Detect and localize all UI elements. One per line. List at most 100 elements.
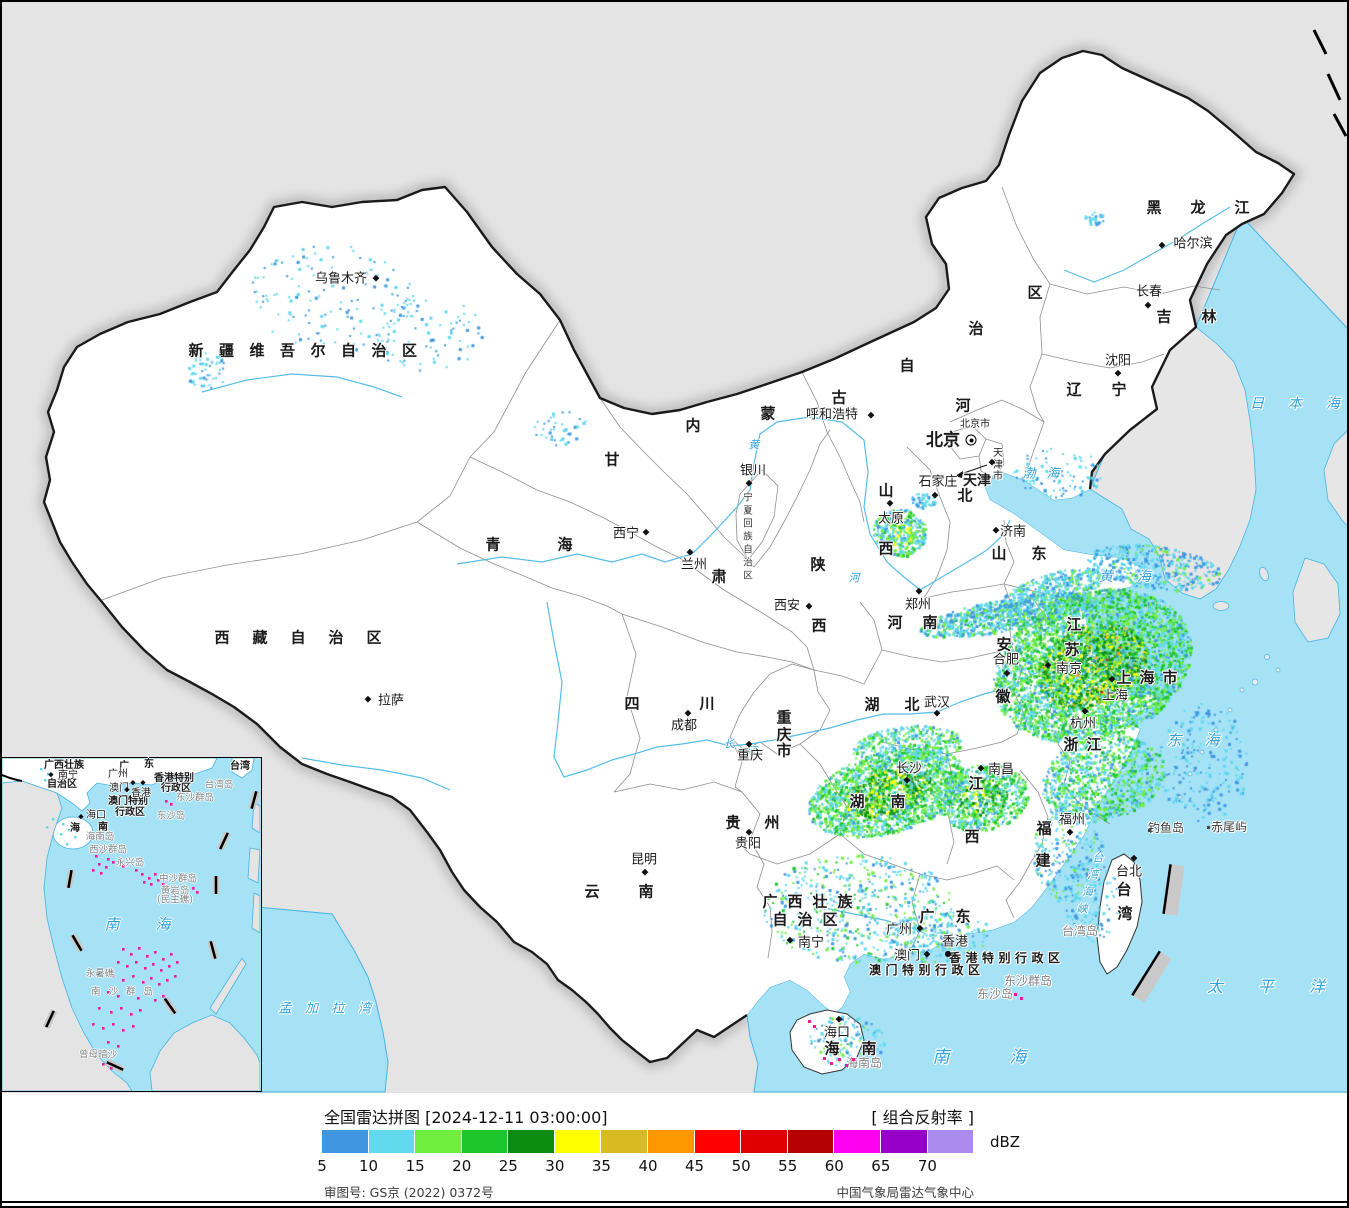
inset-reef-dot: [158, 983, 161, 986]
legend-cell-60: [834, 1130, 881, 1153]
legend-cell-5: [322, 1130, 369, 1153]
inset-reef-dot: [130, 1013, 133, 1016]
legend-tick-15: 15: [405, 1157, 425, 1175]
legend-cell-70: [927, 1130, 975, 1153]
inset-reef-dot: [170, 953, 173, 956]
inset-echo-dot: [62, 823, 65, 826]
legend-cell-10: [368, 1130, 416, 1153]
nine-dash-segment: [250, 790, 258, 810]
inset-reef-dot: [122, 948, 125, 951]
inset-echo-dot: [60, 833, 63, 836]
inset-reef-dot: [168, 965, 171, 968]
nine-dash-segment: [45, 1010, 55, 1028]
inset-reef-dot: [92, 869, 95, 872]
inset-reef-dot: [138, 947, 141, 950]
inset-reef-dot: [162, 883, 165, 886]
legend-panel: 全国雷达拼图 [2024-12-11 03:00:00] [ 组合反射率 ] 5…: [2, 1093, 1347, 1203]
main-map: 黑龙江吉林辽宁内蒙古自治区河北山西山东河南陕西甘肃青海新疆维吾尔自治区西藏自治区…: [2, 2, 1347, 1093]
inset-reef-dot: [146, 955, 149, 958]
inset-reef-dot: [95, 855, 98, 858]
inset-echo-dot: [46, 826, 49, 829]
inset-taiwan: [231, 758, 255, 779]
legend-tick-50: 50: [731, 1157, 751, 1175]
inset-reef-dot: [122, 865, 125, 868]
inset-borneo: [149, 1014, 260, 1091]
inset-reef-dot: [122, 1029, 125, 1032]
map-title: 全国雷达拼图 [2024-12-11 03:00:00]: [324, 1108, 608, 1127]
south-china-sea-inset: 广西壮族 自治区广东香港特别 行政区 澳门特别 行政区 台湾海南南宁 广州 澳门 香港 海口 台湾岛…: [2, 757, 262, 1092]
inset-reef-dot: [145, 993, 148, 996]
inset-reef-dot: [141, 873, 144, 876]
legend-tick-5: 5: [317, 1157, 327, 1175]
nine-dash-segment: [219, 832, 229, 850]
inset-reef-dot: [102, 1027, 105, 1030]
inset-reef-dot: [135, 869, 138, 872]
inset-reef-dot: [137, 997, 140, 1000]
legend-tick-55: 55: [778, 1157, 798, 1175]
inset-echo-dot: [52, 818, 55, 821]
product-label: [ 组合反射率 ]: [871, 1108, 974, 1127]
inset-svg: [2, 758, 260, 1091]
inset-reef-dot: [162, 958, 165, 961]
inset-reef-dot: [176, 961, 179, 964]
color-scale-ticks: 5 10 15 20 25 30 35 40 45 50 55 60 65 70: [317, 1157, 974, 1175]
inset-echo-dot: [60, 775, 63, 778]
issuing-agency: 中国气象局雷达气象中心: [836, 1185, 974, 1200]
legend-tick-60: 60: [824, 1157, 844, 1175]
nine-dash-segment: [106, 1061, 124, 1071]
inset-reef-dot: [112, 975, 115, 978]
inset-reef-dot: [154, 999, 157, 1002]
map-approval-number: 审图号: GS京 (2022) 0372号: [324, 1185, 494, 1200]
inset-reef-dot: [144, 967, 147, 970]
inset-reef-dot: [107, 1041, 110, 1044]
inset-reef-dot: [162, 995, 165, 998]
legend-cell-30: [554, 1130, 602, 1153]
inset-reef-dot: [135, 961, 138, 964]
legend-cell-50: [741, 1130, 788, 1153]
inset-reef-dot: [117, 961, 120, 964]
inset-reef-dot: [105, 866, 108, 869]
legend-tick-10: 10: [359, 1157, 379, 1175]
inset-hainan: [52, 816, 94, 850]
inset-reef-dot: [166, 979, 169, 982]
color-scale-bar: [322, 1130, 975, 1153]
nine-dash-segment: [163, 997, 177, 1015]
inset-reef-dot: [117, 995, 120, 998]
inset-reef-dot: [98, 1007, 101, 1010]
nine-dash-segment: [209, 940, 217, 960]
inset-reef-dot: [117, 1045, 120, 1048]
inset-vietnam: [2, 780, 133, 1091]
legend-tick-40: 40: [638, 1157, 658, 1175]
inset-china-border: [2, 774, 23, 782]
inset-reef-dot: [100, 872, 103, 875]
legend-tick-30: 30: [545, 1157, 565, 1175]
inset-reef-dot: [192, 887, 195, 890]
bottom-rule: [2, 1201, 1347, 1203]
inset-echo-dot: [74, 836, 77, 839]
legend-cell-65: [880, 1130, 928, 1153]
legend-tick-20: 20: [452, 1157, 472, 1175]
inset-reef-dot: [165, 800, 168, 803]
nine-dash-segment: [71, 934, 83, 952]
inset-echo-dot: [66, 843, 69, 846]
inset-echo-dot: [47, 773, 50, 776]
inset-reef-dot: [112, 1023, 115, 1026]
inset-echo-dot: [54, 766, 57, 769]
legend-tick-45: 45: [685, 1157, 705, 1175]
inset-reef-dot: [154, 951, 157, 954]
legend-tick-35: 35: [591, 1157, 611, 1175]
legend-tick-25: 25: [498, 1157, 518, 1175]
inset-reef-dot: [150, 977, 153, 980]
inset-reef-dot: [102, 1063, 105, 1066]
inset-reef-dot: [110, 1067, 113, 1070]
inset-reef-dot: [98, 863, 101, 866]
legend-cell-45: [694, 1130, 742, 1153]
inset-echo-dot: [40, 768, 43, 771]
inset-reef-dot: [160, 969, 163, 972]
legend-cell-25: [508, 1130, 555, 1153]
inset-island-dots: [40, 766, 199, 1070]
legend-tick-65: 65: [871, 1157, 891, 1175]
inset-echo-dot: [44, 779, 47, 782]
inset-reef-dot: [126, 965, 129, 968]
inset-reef-dot: [130, 953, 133, 956]
